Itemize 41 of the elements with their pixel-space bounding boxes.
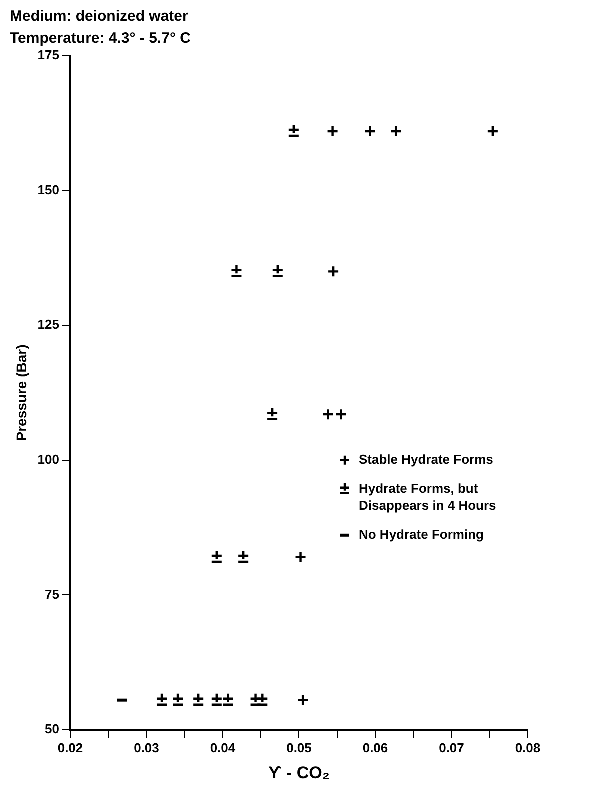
point [364,125,376,138]
y-tick-label: 75 [45,586,60,602]
point [322,408,334,421]
point [288,124,300,138]
y-tick-label: 125 [38,317,60,332]
point [272,264,284,278]
chart-subtitle: Temperature: 4.3° - 5.7° C [10,30,192,48]
x-tick-label: 0.06 [362,740,388,756]
point [230,264,243,278]
point [486,125,500,138]
point [266,406,279,420]
y-tick-label: 175 [38,48,60,63]
point [156,692,168,706]
legend-label: No Hydrate Forming [358,526,484,542]
point [390,125,402,138]
y-axis-title: Pressure (Bar) [13,344,30,442]
point [335,408,348,421]
point [210,692,223,706]
point [256,692,269,706]
point [172,692,184,706]
y-tick-label: 100 [38,452,60,467]
y-tick-label: 50 [45,722,60,737]
x-tick-label: 0.07 [439,740,464,756]
point [210,550,223,564]
x-tick-label: 0.04 [210,740,236,756]
point [222,692,234,706]
x-tick-label: 0.03 [134,740,160,756]
chart-title: Medium: deionized water [10,8,189,26]
x-tick-label: 0.08 [515,740,541,756]
x-tick-label: 0.05 [286,740,312,756]
legend-label: Hydrate Forms, but Disappears in 4 Hours [358,480,496,513]
x-tick-label: 0.02 [58,740,84,756]
point [192,692,205,706]
point [294,551,307,564]
point [296,694,310,706]
legend-label: Stable Hydrate Forms [358,452,494,467]
point [326,125,339,138]
y-tick-label: 150 [38,182,60,198]
point [327,266,340,278]
x-axis-title: ϒ - CO₂ [268,763,330,782]
point [237,550,250,564]
